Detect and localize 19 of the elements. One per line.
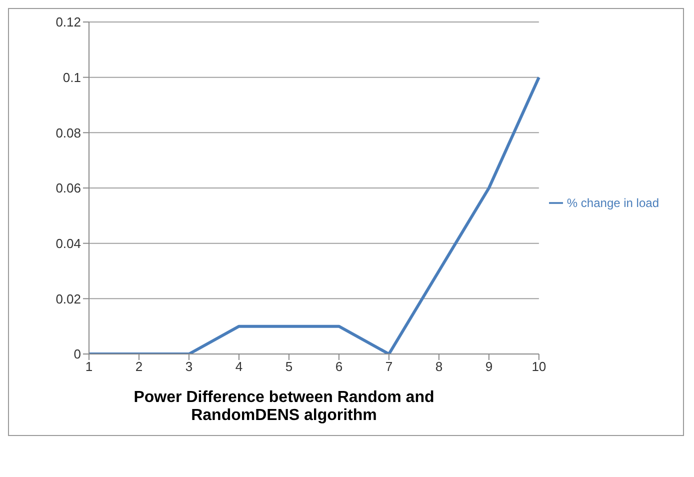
y-tick-label: 0.04 — [56, 236, 81, 251]
y-tick-label: 0.06 — [56, 180, 81, 196]
x-tick-label: 2 — [135, 359, 143, 374]
x-tick-label: 3 — [185, 359, 193, 374]
x-tick-label: 1 — [85, 359, 93, 374]
x-tick-label: 8 — [435, 359, 443, 374]
x-tick-label: 10 — [532, 359, 546, 374]
y-tick-label: 0.1 — [62, 70, 81, 85]
legend-label: % change in load — [566, 196, 659, 210]
x-tick-label: 4 — [235, 359, 243, 374]
y-tick-label: 0.12 — [56, 14, 81, 30]
x-tick-label: 7 — [385, 359, 393, 374]
y-tick-label: 0.08 — [56, 125, 81, 140]
y-tick-label: 0 — [74, 346, 81, 362]
x-tick-label: 5 — [285, 359, 293, 374]
y-tick-label: 0.02 — [56, 291, 81, 306]
x-tick-label: 6 — [335, 359, 343, 374]
x-axis-title: Power Difference between Random and RandomDENS algorithm — [132, 389, 436, 426]
x-tick-label: 9 — [485, 359, 493, 374]
